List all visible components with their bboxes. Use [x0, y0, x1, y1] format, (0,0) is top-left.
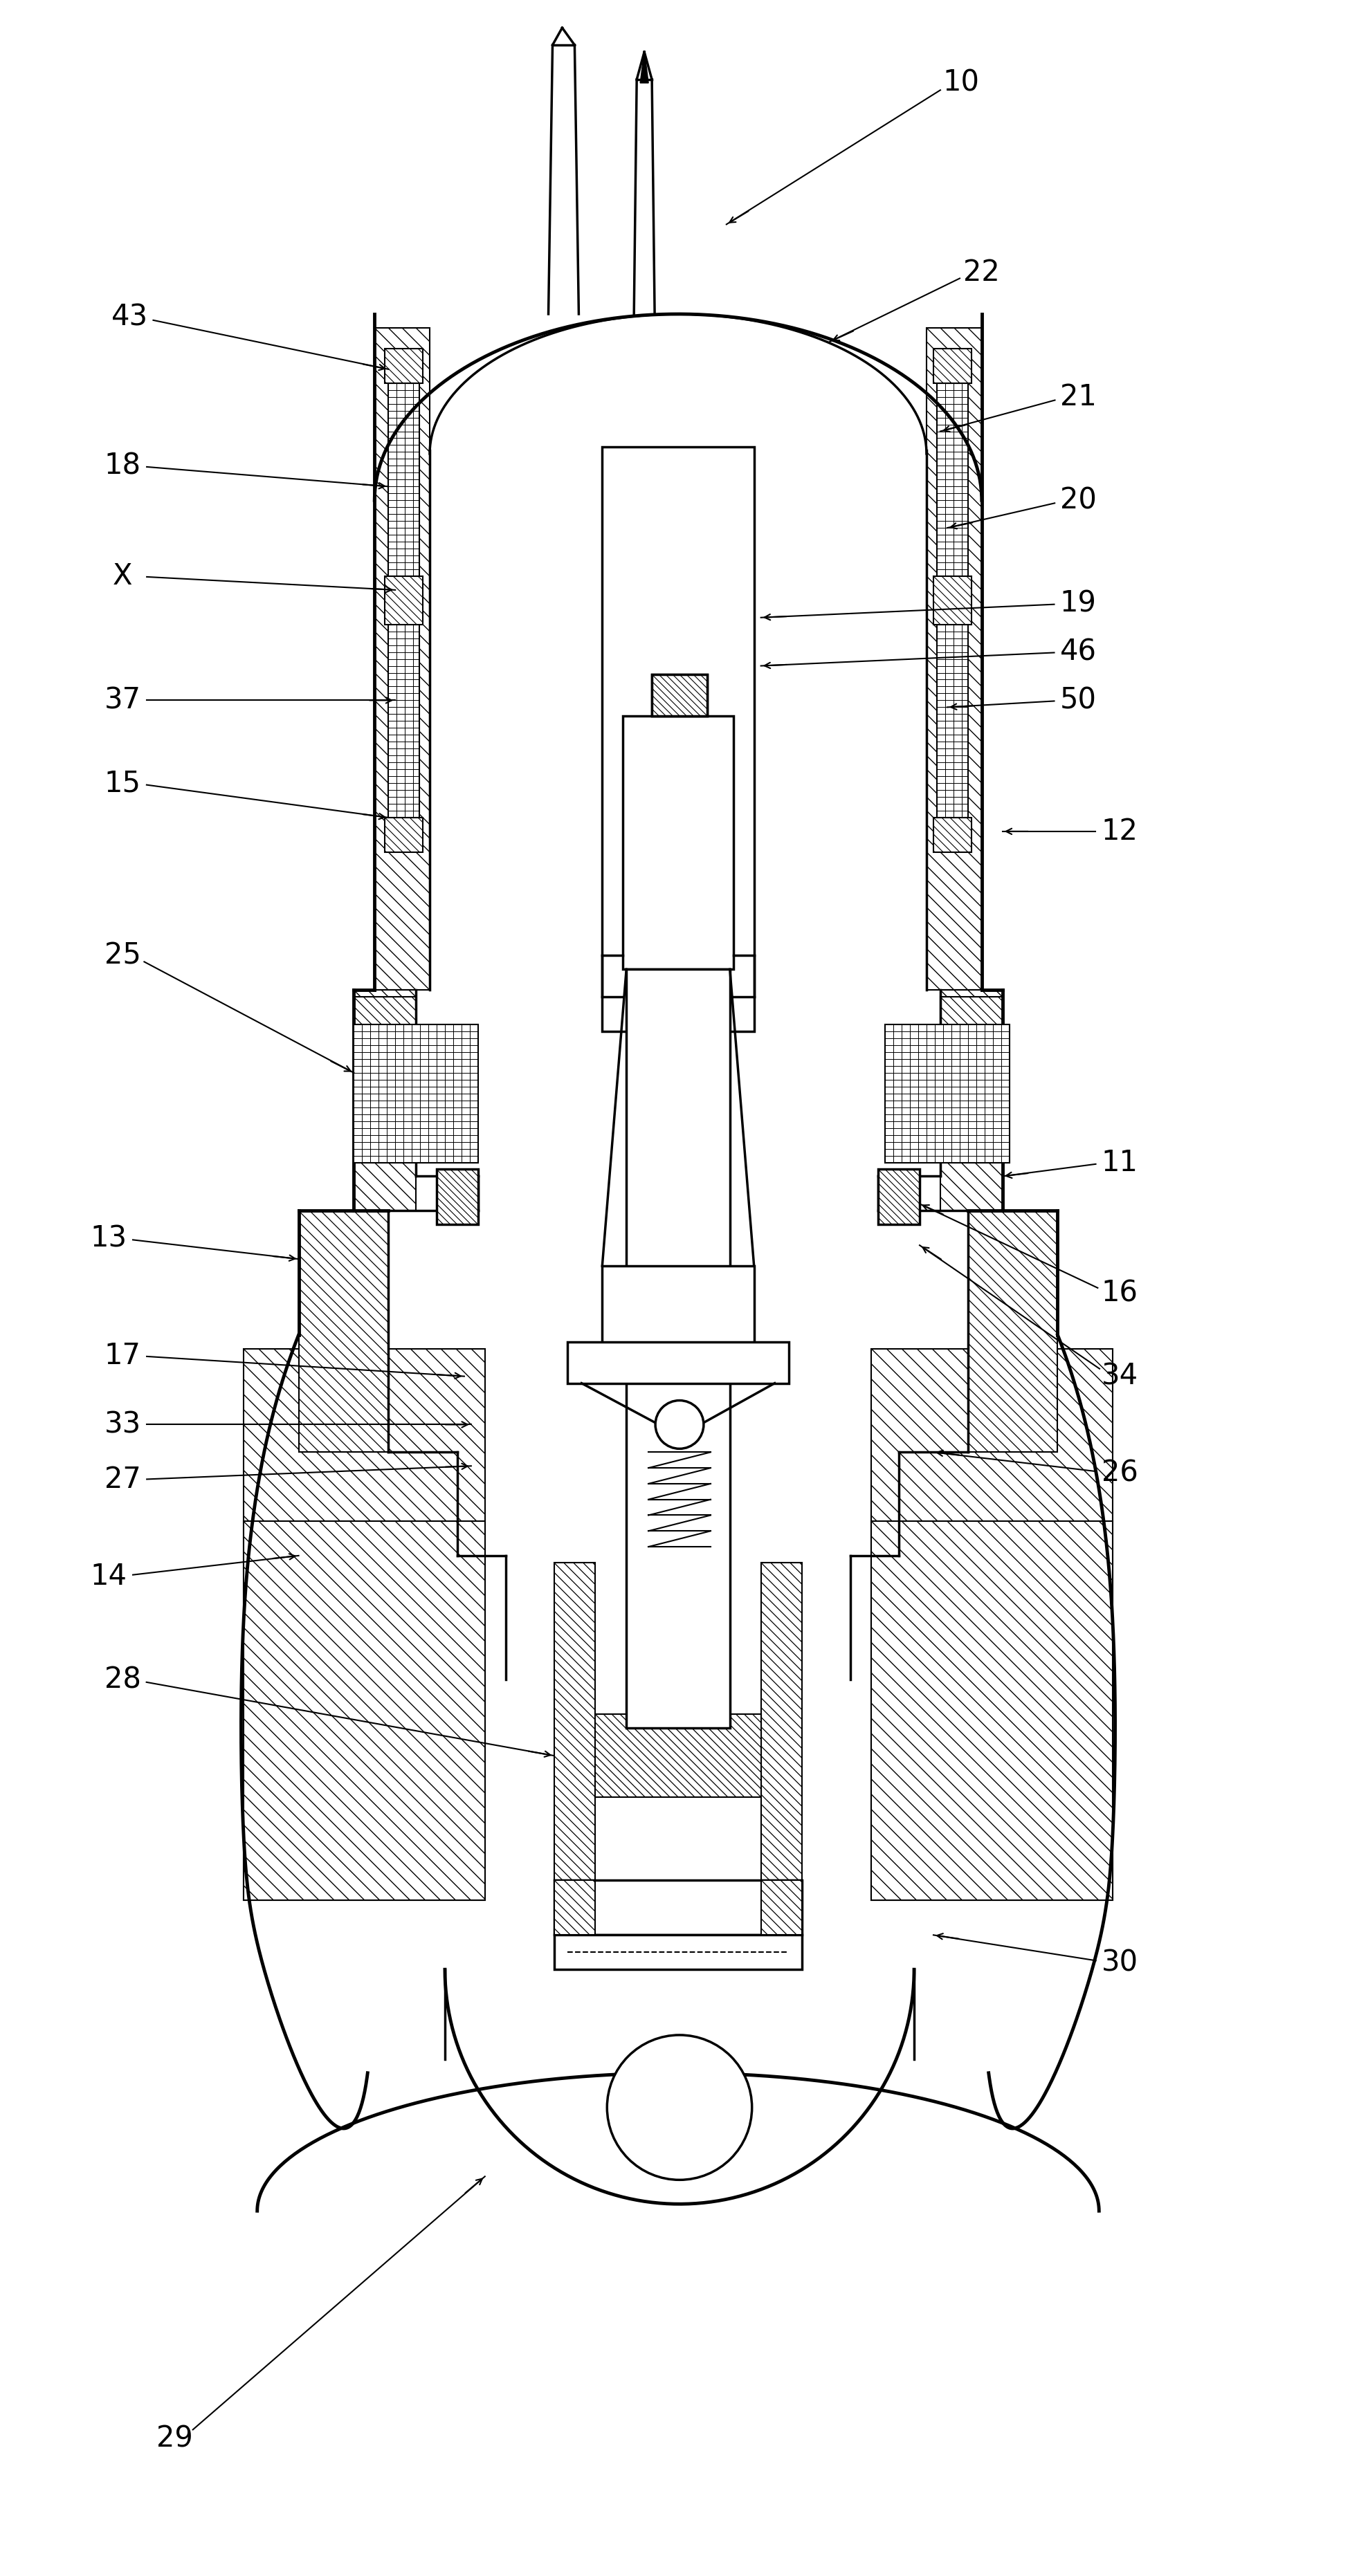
Text: 25: 25	[105, 940, 141, 971]
Polygon shape	[878, 1170, 920, 1224]
Text: 20: 20	[1060, 487, 1097, 515]
Polygon shape	[385, 577, 423, 623]
Text: 15: 15	[105, 768, 141, 799]
Polygon shape	[934, 817, 972, 853]
Text: 22: 22	[964, 258, 1000, 286]
Bar	[885, 1025, 1010, 1162]
Text: 33: 33	[105, 1409, 141, 1440]
Text: 18: 18	[105, 451, 141, 479]
Circle shape	[607, 2035, 752, 2179]
Polygon shape	[243, 1522, 485, 1901]
Polygon shape	[968, 1211, 1057, 1453]
Polygon shape	[934, 577, 972, 623]
Text: 27: 27	[105, 1466, 141, 1494]
Bar	[602, 1265, 754, 1363]
Text: 16: 16	[1101, 1280, 1137, 1309]
Bar	[652, 675, 707, 716]
Text: 13: 13	[91, 1224, 128, 1252]
Polygon shape	[927, 327, 981, 989]
Text: 26: 26	[1101, 1458, 1137, 1486]
Polygon shape	[640, 52, 648, 82]
Circle shape	[655, 1401, 704, 1448]
Polygon shape	[385, 348, 423, 384]
Polygon shape	[871, 1522, 1113, 1901]
Text: 46: 46	[1060, 636, 1097, 667]
Bar	[353, 1025, 478, 1162]
Bar	[936, 623, 968, 817]
Text: 43: 43	[111, 304, 148, 332]
Text: 30: 30	[1101, 1947, 1137, 1978]
Polygon shape	[375, 327, 429, 989]
Text: 50: 50	[1060, 685, 1097, 716]
Polygon shape	[940, 989, 1003, 1211]
Text: 37: 37	[105, 685, 141, 716]
Bar	[622, 716, 734, 969]
Polygon shape	[299, 1211, 389, 1453]
Text: 28: 28	[105, 1664, 141, 1695]
Text: 11: 11	[1101, 1149, 1137, 1177]
Polygon shape	[652, 675, 707, 716]
Polygon shape	[554, 1880, 595, 1935]
Bar	[554, 1880, 802, 1935]
Bar	[389, 384, 420, 577]
Polygon shape	[761, 1880, 802, 1935]
Polygon shape	[243, 1350, 485, 1901]
Polygon shape	[595, 1713, 761, 1798]
Text: 12: 12	[1101, 817, 1137, 845]
Text: X: X	[113, 562, 133, 590]
Text: 34: 34	[1101, 1363, 1137, 1391]
Text: 10: 10	[943, 70, 980, 98]
Polygon shape	[385, 817, 423, 853]
Bar	[936, 384, 968, 577]
Text: 21: 21	[1060, 381, 1097, 412]
Bar	[554, 1935, 802, 1971]
Polygon shape	[353, 997, 416, 1038]
Polygon shape	[761, 1564, 802, 1880]
Polygon shape	[934, 348, 972, 384]
Polygon shape	[940, 997, 1003, 1038]
Text: 14: 14	[91, 1561, 128, 1592]
Polygon shape	[554, 1564, 595, 1880]
Polygon shape	[871, 1350, 1113, 1901]
Polygon shape	[436, 1170, 478, 1224]
Text: 19: 19	[1060, 590, 1097, 618]
Text: 17: 17	[105, 1342, 141, 1370]
Text: 29: 29	[156, 2424, 193, 2452]
Bar	[626, 969, 730, 1728]
Polygon shape	[353, 989, 416, 1211]
Bar	[568, 1342, 788, 1383]
Bar	[602, 446, 754, 1030]
Bar	[389, 623, 420, 817]
